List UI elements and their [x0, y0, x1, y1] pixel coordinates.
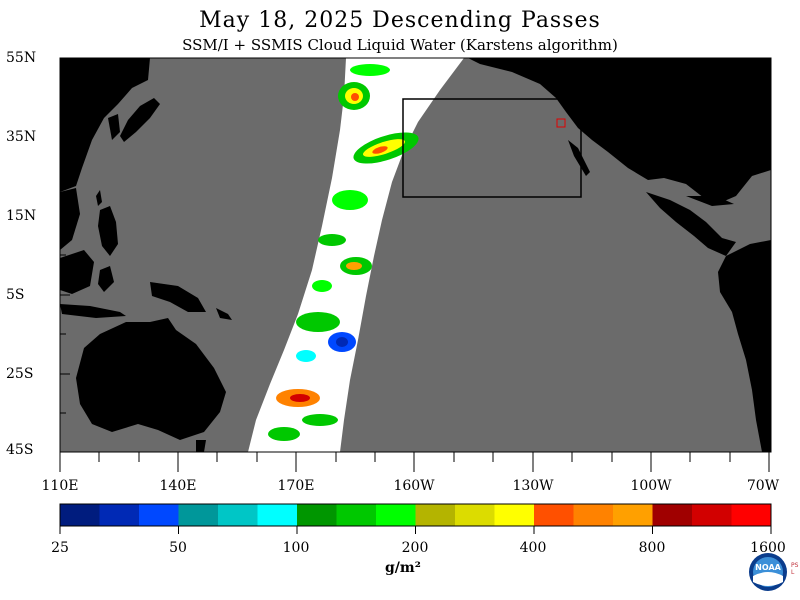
colorbar-swatch — [218, 504, 258, 526]
lat-label: 55N — [6, 50, 37, 66]
asia-landmass — [60, 58, 150, 192]
lon-label: 130W — [512, 478, 554, 494]
korea-land — [108, 114, 120, 140]
colorbar-swatch — [336, 504, 377, 526]
colorbar-swatch — [731, 504, 772, 526]
colorbar-swatch — [99, 504, 140, 526]
lon-label: 70W — [746, 478, 780, 494]
south-america-land — [718, 240, 771, 452]
sulawesi-land — [98, 266, 114, 292]
north-america-land — [468, 58, 771, 202]
philippines-land — [98, 206, 118, 256]
colorbar-tick-label: 1600 — [750, 540, 786, 556]
colorbar-swatch — [534, 504, 574, 526]
japan-land — [120, 98, 160, 142]
australia-land — [76, 318, 226, 440]
colorbar-swatch — [494, 504, 535, 526]
lon-label: 170E — [277, 478, 315, 494]
psl-mark: PSL — [791, 562, 799, 576]
lon-label: 160W — [393, 478, 435, 494]
lon-label: 100W — [630, 478, 672, 494]
lat-ticks — [60, 57, 70, 414]
colorbar-swatch — [376, 504, 416, 526]
map-title: May 18, 2025 Descending Passes — [199, 8, 601, 33]
baja-california — [568, 140, 590, 176]
colorbar-swatch — [139, 504, 179, 526]
colorbar-tick-label: 25 — [51, 540, 69, 556]
lat-label: 45S — [6, 442, 34, 458]
colorbar-swatch — [652, 504, 693, 526]
colorbar-swatch — [60, 504, 100, 526]
lat-label: 15N — [6, 208, 37, 224]
noaa-logo-text: NOAA — [755, 563, 781, 572]
cloud-features — [268, 64, 419, 441]
solomon-islands — [216, 308, 232, 320]
location-marker — [556, 118, 566, 128]
colorbar-tick-label: 400 — [519, 540, 547, 556]
lon-label: 140E — [159, 478, 197, 494]
colorbar-swatch — [573, 504, 614, 526]
lat-label: 35N — [6, 129, 37, 145]
map-subtitle: SSM/I + SSMIS Cloud Liquid Water (Karste… — [182, 36, 618, 54]
noaa-logo: NOAA — [749, 553, 787, 591]
colorbar-swatch — [455, 504, 495, 526]
cuba-island — [686, 196, 734, 206]
colorbar-swatch — [415, 504, 456, 526]
colorbar-swatch — [178, 504, 219, 526]
colorbar-tick-label: 50 — [169, 540, 187, 556]
colorbar-tick-label: 800 — [638, 540, 666, 556]
colorbar-swatch — [257, 504, 298, 526]
colorbar-unit: g/m² — [385, 560, 421, 576]
indonesia-islands — [60, 304, 126, 318]
lon-ticks — [59, 452, 770, 472]
lat-label: 5S — [6, 287, 25, 303]
lat-label: 25S — [6, 366, 34, 382]
colorbar-swatch — [613, 504, 653, 526]
borneo-land — [60, 250, 94, 294]
colorbar-swatch — [297, 504, 337, 526]
indochina-land — [60, 188, 80, 250]
tasmania-land — [196, 440, 206, 452]
colorbar — [59, 503, 772, 534]
colorbar-tick-label: 100 — [282, 540, 310, 556]
central-america-land — [646, 192, 736, 256]
colorbar-tick-label: 200 — [401, 540, 429, 556]
lon-label: 110E — [41, 478, 79, 494]
region-box — [402, 98, 582, 198]
taiwan-land — [96, 190, 102, 206]
new-guinea-land — [150, 282, 206, 312]
colorbar-swatch — [692, 504, 732, 526]
